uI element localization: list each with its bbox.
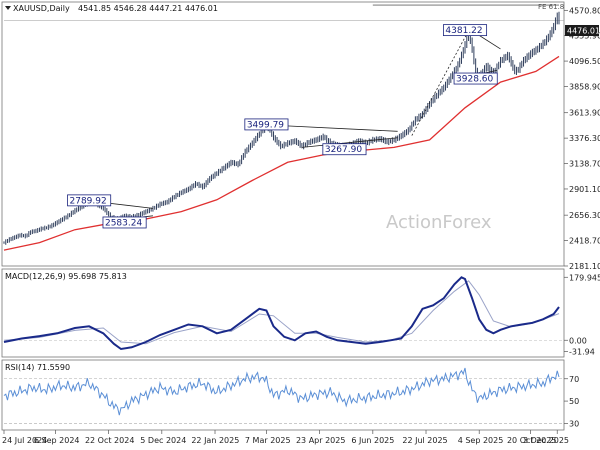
level-label: 2583.24	[105, 218, 142, 228]
rsi-layer	[3, 367, 564, 424]
rsi-tick-label: 70	[569, 375, 579, 384]
macd-tick-label: 179.945	[569, 273, 600, 282]
price-tick-label: 4570.80	[569, 6, 600, 15]
price-tick-label: 2901.10	[569, 185, 600, 194]
rsi-panel-frame	[1, 359, 565, 431]
symbol-menu-icon[interactable]	[5, 6, 11, 10]
price-tick-label: 3613.90	[569, 109, 600, 118]
ohlc-values: 4541.85 4546.28 4447.21 4476.01	[78, 4, 218, 13]
time-tick-label: 6 Jun 2025	[351, 436, 394, 445]
current-price-badge	[565, 25, 599, 36]
watermark: ActionForex	[386, 212, 492, 233]
macd-tick-label: -31.94	[569, 347, 595, 356]
price-tick-label: 2656.30	[569, 211, 600, 220]
rsi-title: RSI(14) 71.5590	[5, 363, 70, 372]
time-tick-label: 23 Apr 2025	[296, 436, 345, 445]
moving-average-line	[3, 55, 560, 251]
time-tick-label: 22 Jul 2025	[402, 436, 447, 445]
level-label-box	[453, 72, 498, 85]
macd-title: MACD(12,26,9) 95.698 75.813	[5, 272, 127, 281]
level-label-box	[443, 24, 488, 37]
fib-label: FE 61.8	[538, 3, 564, 11]
time-tick-label: 6 Sep 2024	[34, 436, 80, 445]
current-price-text: 4476.01	[567, 27, 600, 36]
price-panel-frame	[1, 1, 565, 267]
level-label: 3267.90	[325, 145, 362, 155]
price-tick-label: 4333.90	[569, 32, 600, 41]
rsi-tick-label: 30	[569, 419, 579, 428]
level-label: 4381.22	[445, 26, 482, 36]
rsi-tick-label: 50	[569, 397, 579, 406]
time-tick-label: 20 Oct 2025	[507, 436, 556, 445]
trendline	[301, 137, 398, 148]
macd-panel-frame	[1, 268, 565, 358]
macd-line	[3, 276, 560, 351]
symbol-label: XAUUSD,Daily	[13, 4, 70, 13]
time-tick-label: 22 Jan 2025	[191, 436, 239, 445]
time-tick-label: 22 Oct 2024	[85, 436, 134, 445]
price-tick-label: 3376.30	[569, 134, 600, 143]
level-label: 3928.60	[456, 75, 493, 85]
level-label-box	[244, 118, 289, 131]
price-tick-label: 3138.70	[569, 160, 600, 169]
time-tick-label: 4 Sep 2025	[458, 436, 504, 445]
level-label-box	[67, 194, 112, 207]
rsi-line	[3, 367, 560, 416]
price-tick-label: 3858.90	[569, 82, 600, 91]
time-tick-label: 5 Dec 2024	[140, 436, 186, 445]
level-label-box	[102, 216, 147, 229]
price-tick-label: 4096.50	[569, 57, 600, 66]
time-tick-label: 24 Jul 2024	[2, 436, 47, 445]
annotation-layer: 2789.92 2583.24 3499.79 3267.90 4381.22 3928.…	[67, 4, 559, 229]
time-tick-label: 7 Mar 2025	[245, 436, 291, 445]
level-label: 2789.92	[70, 196, 107, 206]
macd-layer	[3, 276, 564, 351]
macd-signal-line	[3, 280, 560, 345]
price-layer	[3, 11, 560, 251]
macd-tick-label: 0.00	[569, 336, 587, 345]
price-tick-label: 2418.70	[569, 237, 600, 246]
time-tick-label: 3 Dec 2025	[523, 436, 569, 445]
price-tick-label: 2181.10	[569, 262, 600, 271]
level-label: 3499.79	[247, 120, 284, 130]
axis-layer: 4570.80 4333.90 4096.50 3858.90 3613.90 3376.…	[2, 6, 600, 445]
level-label-box	[322, 143, 367, 156]
